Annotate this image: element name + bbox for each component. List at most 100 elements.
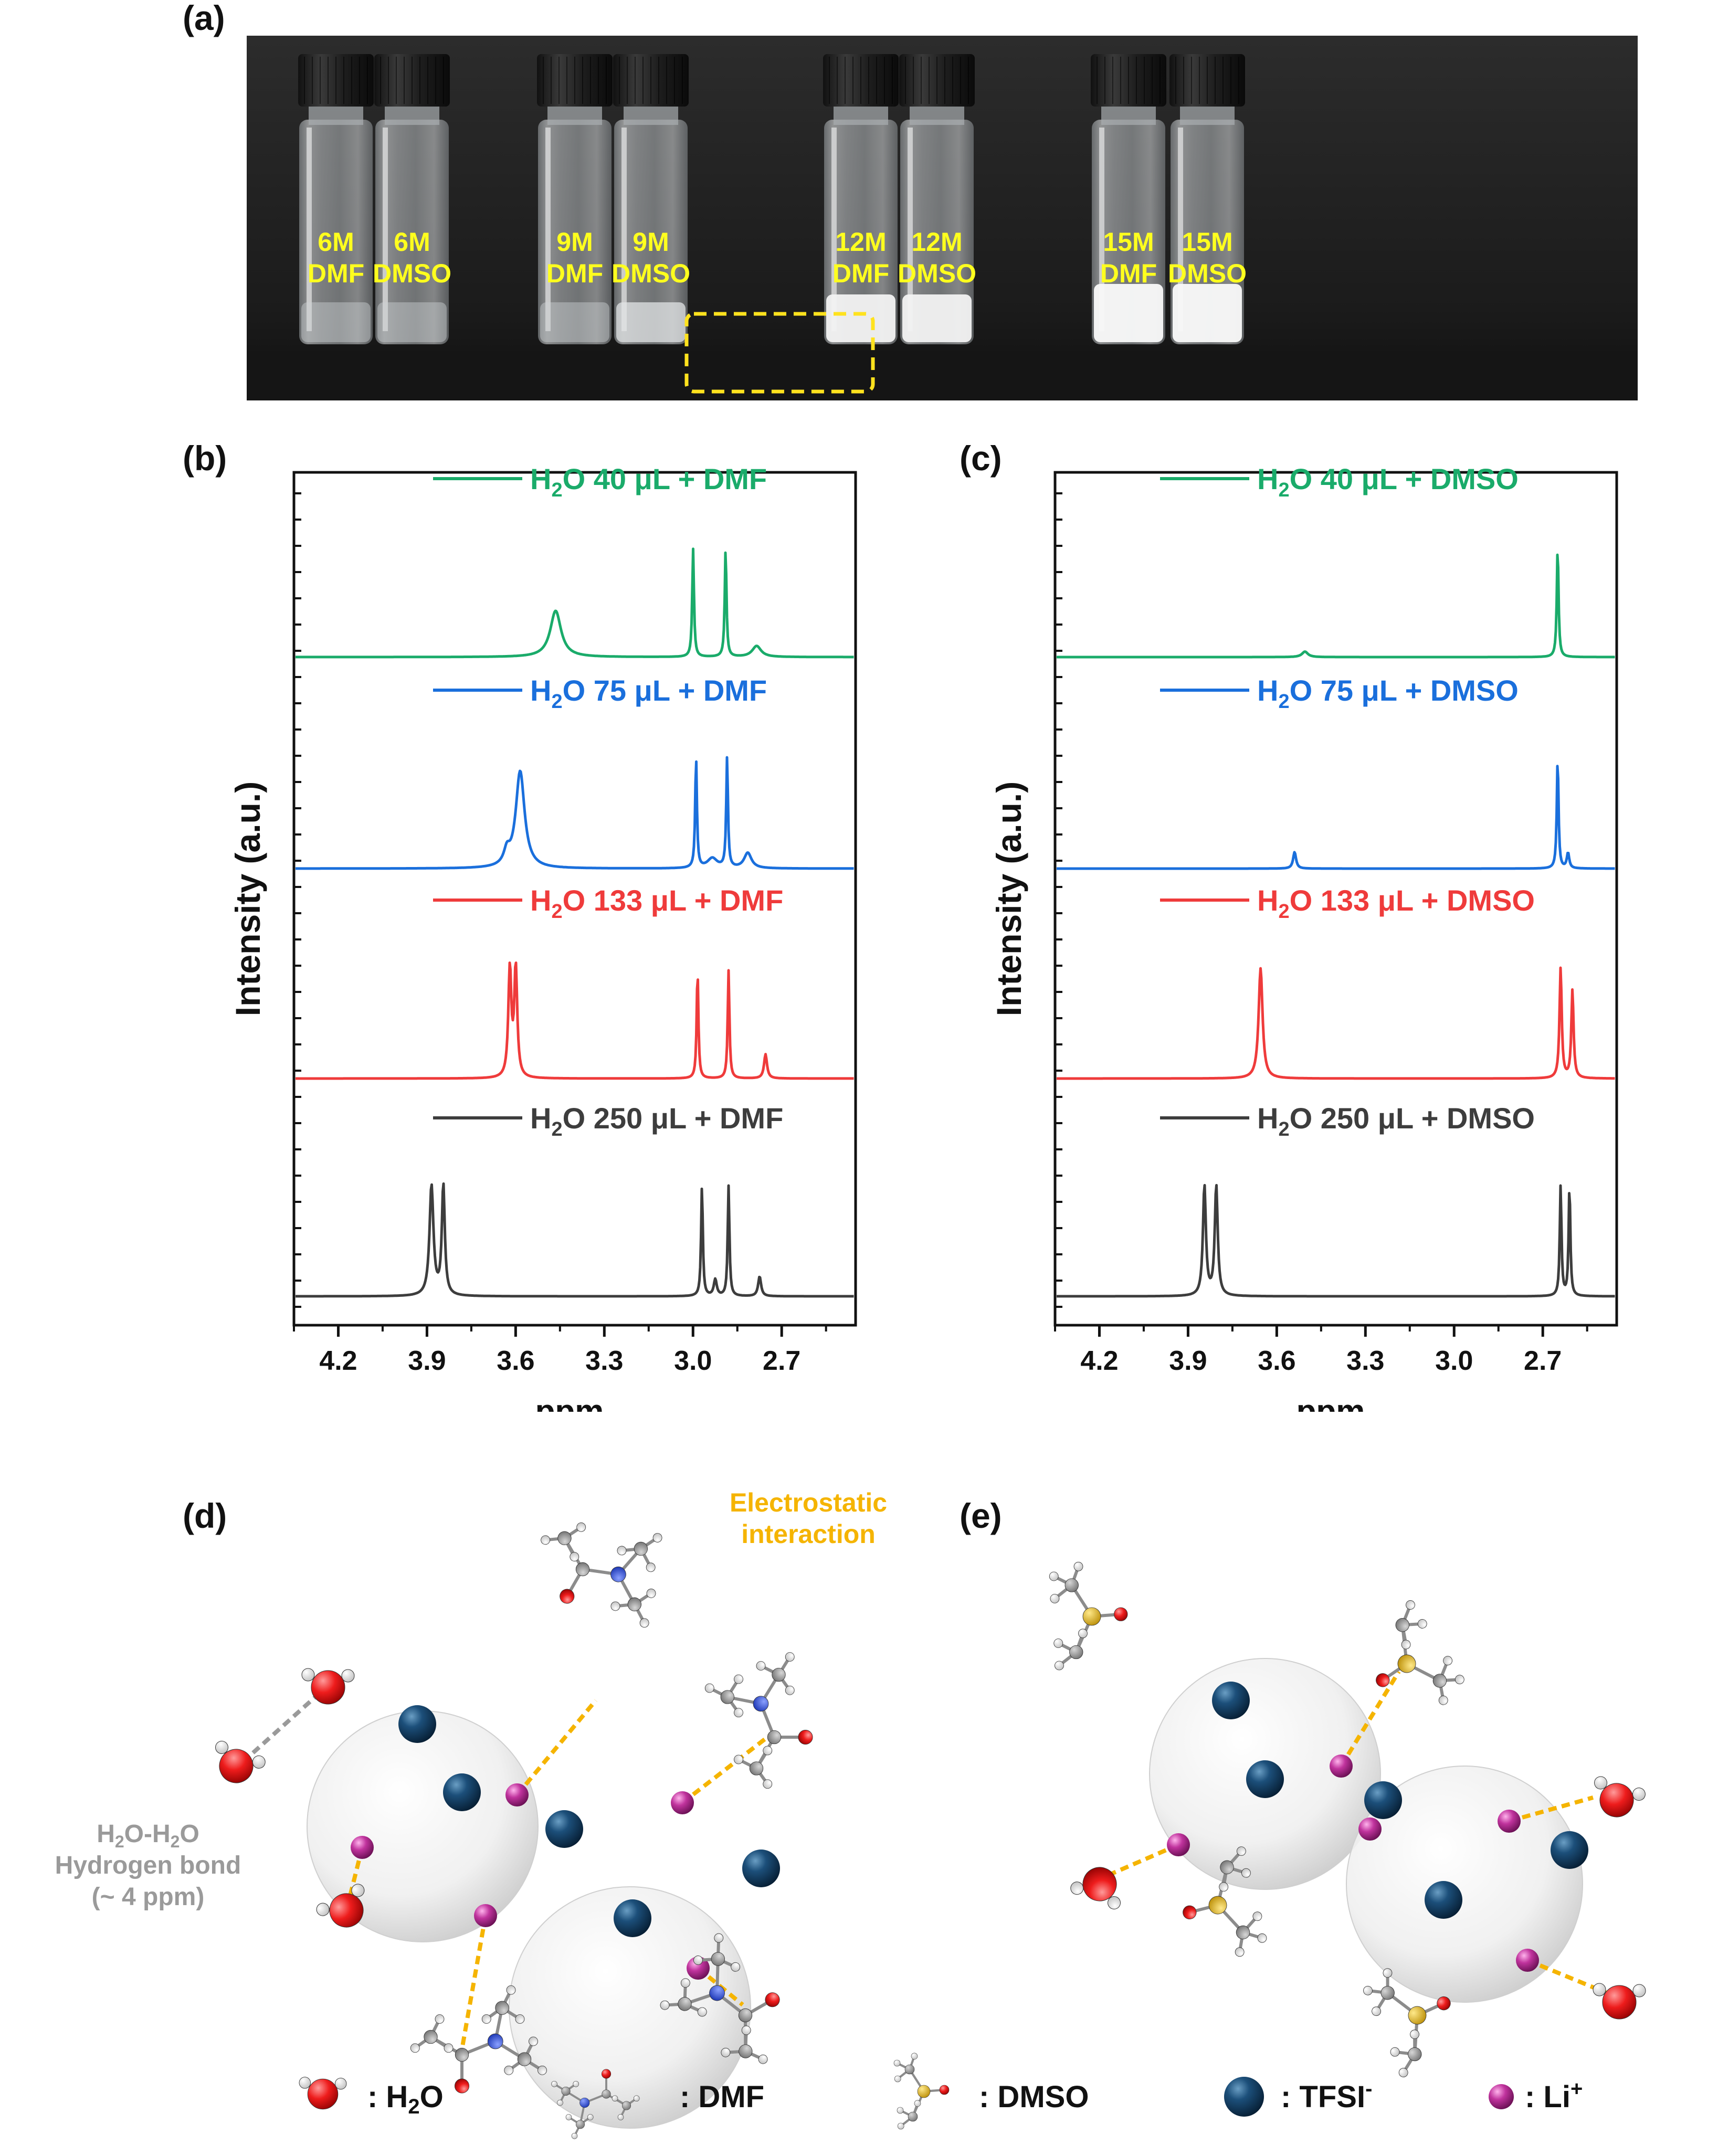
vial-neck (910, 104, 964, 125)
vial-solvent-label: DMSO (612, 259, 690, 288)
hbond-label-2: Hydrogen bond (55, 1852, 241, 1879)
hydrogen-atom (410, 2043, 420, 2053)
hydrogen-atom (1055, 1661, 1064, 1671)
hydrogen-atom (680, 1978, 690, 1988)
hydrogen-atom (1363, 1985, 1373, 1995)
spectrum-line (1056, 966, 1616, 1080)
lithium-ion (505, 1783, 529, 1806)
vial-solvent-label: DMSO (898, 259, 976, 288)
panel-label-e: (e) (960, 1496, 1002, 1535)
x-tick-label: 4.2 (1080, 1346, 1118, 1376)
hydrogen-atom (1406, 1600, 1415, 1610)
vial-neck (1101, 104, 1156, 125)
spectrum-line (295, 756, 855, 870)
spectrum-line (1056, 553, 1616, 659)
vial-glass (900, 120, 974, 344)
hydrogen-atom (763, 1779, 773, 1789)
hydrogen-atom (541, 1535, 551, 1545)
oxygen-atom (307, 2078, 339, 2110)
vial-glass (538, 120, 612, 344)
vial-neck (385, 104, 439, 125)
hydrogen-atom (1398, 2068, 1408, 2078)
carbon-atom (772, 1667, 786, 1682)
hydrogen-atom (633, 2095, 640, 2102)
vial-photo: 6MDMF6MDMSO9MDMF9MDMSO12MDMF12MDMSO15MDM… (247, 36, 1638, 400)
dmso-molecule (1363, 1968, 1451, 2078)
oxygen-atom (1376, 1673, 1390, 1687)
hydrogen-atom (785, 1652, 795, 1662)
hydrogen-atom (617, 1546, 627, 1556)
lithium-ions (351, 1755, 1539, 1980)
vial-glass (614, 120, 688, 344)
sulfur-atom (1208, 1896, 1227, 1915)
x-tick-label: 3.3 (1346, 1346, 1384, 1376)
hydrogen-atom (734, 1755, 743, 1764)
hydrogen-atom (1049, 1571, 1059, 1581)
lithium-ion (474, 1904, 497, 1927)
hydrogen-atom (316, 1903, 330, 1916)
nitrogen-atom (610, 1566, 626, 1582)
hydrogen-atom (763, 1746, 773, 1756)
carbon-atom (602, 2089, 611, 2099)
x-tick-label: 3.6 (497, 1346, 534, 1376)
x-tick-label: 3.9 (1169, 1346, 1207, 1376)
water-molecule (1593, 1983, 1646, 2020)
water-molecule (215, 1740, 266, 1783)
vial-solvent-label: DMSO (373, 259, 451, 288)
lithium-ion (687, 1957, 710, 1980)
hbond-label: H2O-H2O (97, 1820, 199, 1851)
dmso-molecule (1376, 1600, 1464, 1705)
hydrogen-atom (1073, 1561, 1083, 1571)
lithium-ion (1498, 1810, 1521, 1833)
carbon-atom (561, 2086, 571, 2096)
solvation-sphere (1346, 1766, 1583, 2003)
hydrogen-atom (1050, 1594, 1060, 1603)
carbon-atom (904, 2064, 915, 2075)
carbon-atom (424, 2030, 438, 2044)
sulfur-atom (1408, 2006, 1427, 2025)
legend-label-dmso: : DMSO (979, 2080, 1089, 2114)
vial-glare (545, 128, 551, 331)
hydrogen-atom (1241, 1868, 1251, 1878)
x-tick-label: 2.7 (1524, 1346, 1562, 1376)
x-tick-label: 3.6 (1258, 1346, 1295, 1376)
hydrogen-atom (1417, 1619, 1427, 1629)
legend-label-tfsi: : TFSI- (1281, 2077, 1372, 2114)
vial-glare (383, 128, 388, 331)
hydrogen-atom (1454, 1675, 1464, 1685)
hydrogen-atom (299, 2077, 311, 2089)
carbon-atom (1395, 1618, 1409, 1632)
carbon-atom (517, 2052, 532, 2066)
vial-concentration-label: 6M (318, 227, 354, 257)
hydrogen-atom (1078, 1629, 1088, 1639)
hydrogen-atom (1257, 1933, 1267, 1943)
vial-contents (1173, 284, 1242, 342)
legend-label: H2O 75 μL + DMF (530, 674, 767, 713)
hydrogen-atom (646, 1588, 656, 1598)
nmr-chart-dmso: 4.2 3.9 3.6 3.3 3.0 2.7 ppm Intensity (a.u.) H2O… (989, 467, 1618, 1412)
water-molecule (301, 1668, 355, 1705)
hydrogen-atom (612, 2095, 618, 2102)
hydrogen-atom (504, 2065, 514, 2075)
legend-label-h2o: : H2O (367, 2080, 444, 2118)
carbon-atom (557, 1531, 572, 1545)
vial-solvent-label: DMF (832, 259, 889, 288)
vial-concentration-label: 9M (556, 227, 593, 257)
spectrum-line (295, 1182, 855, 1298)
vial-concentration-label: 15M (1182, 227, 1232, 257)
vial-glass (375, 120, 449, 344)
vial-solvent-label: DMF (308, 259, 364, 288)
hydrogen-atom (1070, 1882, 1084, 1895)
hydrogen-atom (1107, 1896, 1121, 1910)
legend-label: H2O 40 μL + DMF (530, 467, 767, 501)
hydrogen-atom (893, 2059, 901, 2067)
plot-frame (292, 471, 857, 1327)
tfsi-anion-icon (1224, 2077, 1264, 2117)
carbon-atom (1064, 1578, 1079, 1592)
vial-glare (621, 128, 627, 331)
vial-glare (1178, 128, 1183, 331)
oxygen-atom (329, 1893, 364, 1928)
spectrum-line (295, 961, 855, 1080)
hydrogen-atom (1410, 2030, 1419, 2039)
